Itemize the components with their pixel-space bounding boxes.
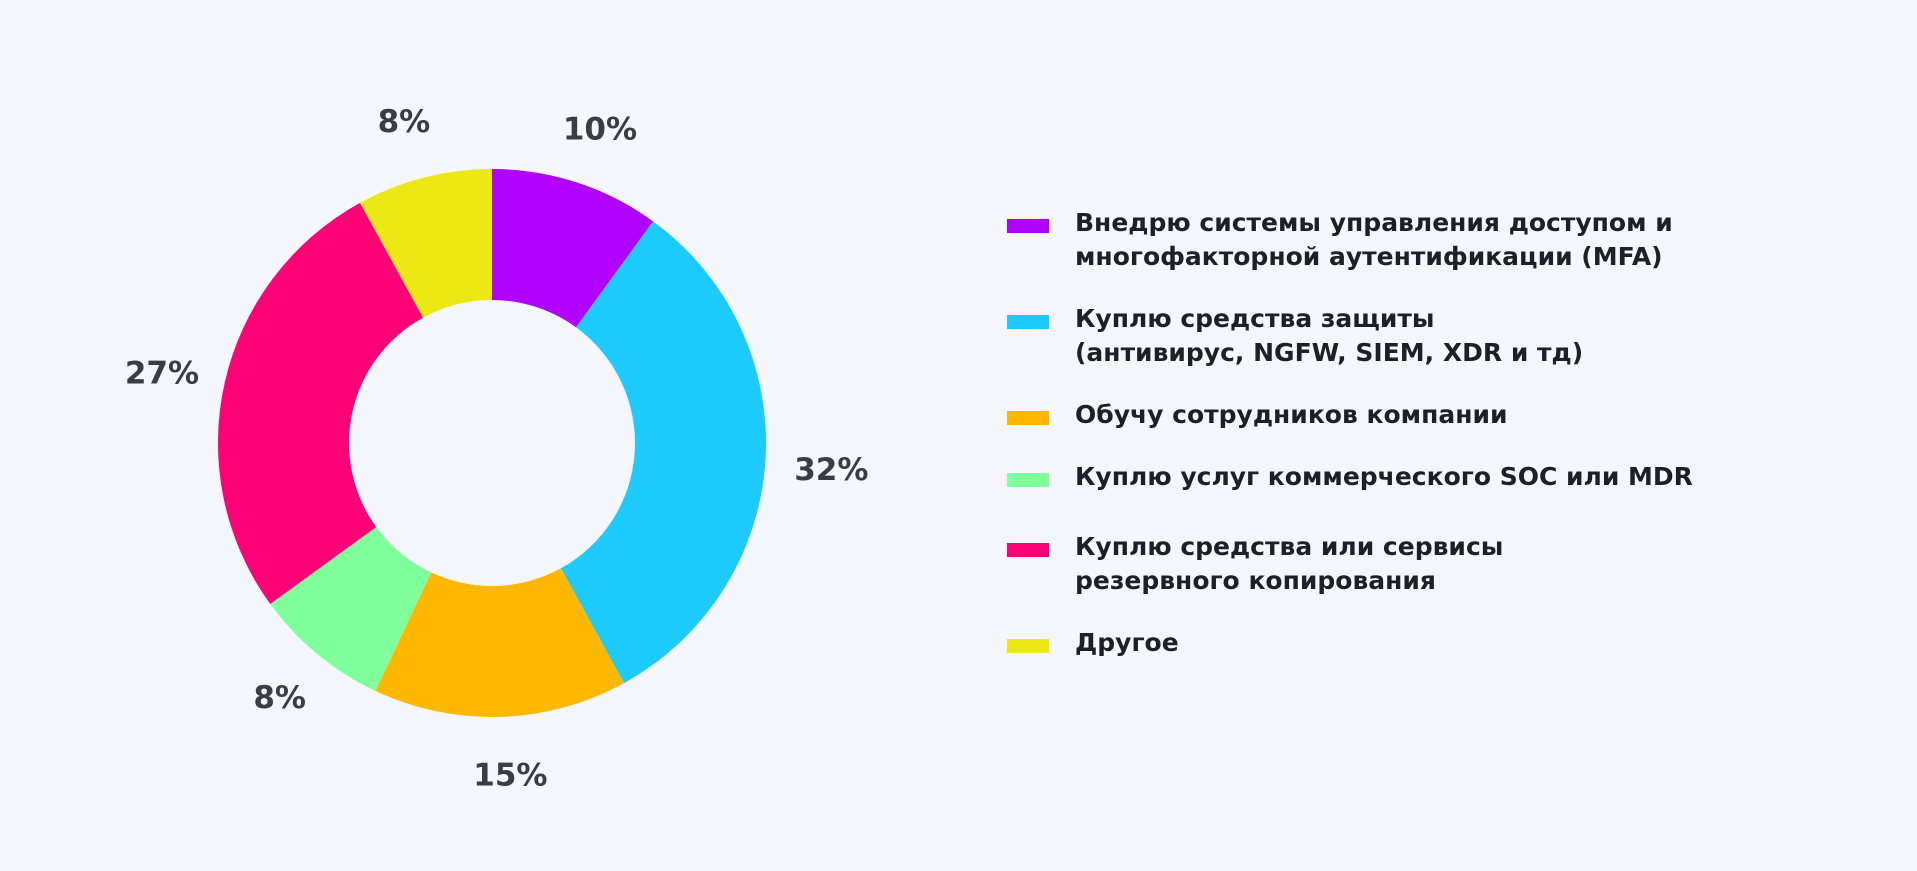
legend-swatch-6: [1007, 639, 1049, 653]
legend-swatch-1: [1007, 219, 1049, 233]
slice-percent-label-1: 10%: [563, 112, 637, 148]
legend-swatch-5: [1007, 543, 1049, 557]
legend-label-5: Куплю средства или сервисы резервного ко…: [1075, 532, 1504, 595]
donut-slice-4: [270, 527, 432, 691]
legend-item-6: Другое: [1007, 626, 1887, 660]
donut-slice-1: [492, 169, 654, 328]
donut-slice-6: [359, 169, 492, 318]
legend-label-3: Обучу сотрудников компании: [1075, 400, 1508, 429]
legend-swatch-3: [1007, 411, 1049, 425]
chart-legend: Внедрю системы управления доступом и мно…: [1007, 206, 1887, 660]
legend-swatch-4: [1007, 473, 1049, 487]
legend-label-2: Куплю средства защиты (антивирус, NGFW, …: [1075, 304, 1584, 367]
slice-percent-label-6: 8%: [378, 104, 431, 140]
slice-percent-label-4: 8%: [253, 680, 306, 716]
legend-label-6: Другое: [1075, 628, 1179, 657]
legend-item-3: Обучу сотрудников компании: [1007, 398, 1887, 432]
slice-percent-label-5: 27%: [125, 356, 199, 392]
legend-label-4: Куплю услуг коммерческого SOC или MDR: [1075, 462, 1693, 491]
legend-item-2: Куплю средства защиты (антивирус, NGFW, …: [1007, 302, 1887, 370]
legend-item-1: Внедрю системы управления доступом и мно…: [1007, 206, 1887, 274]
donut-slice-5: [218, 202, 424, 605]
donut-slice-2: [560, 221, 766, 684]
donut-slice-3: [375, 568, 625, 717]
slice-percent-label-3: 15%: [473, 757, 547, 793]
labels-group: 10% 32% 15% 8% 27% 8%: [125, 104, 869, 793]
slices-group: [218, 169, 766, 717]
legend-item-5: Куплю средства или сервисы резервного ко…: [1007, 530, 1887, 598]
legend-label-1: Внедрю системы управления доступом и мно…: [1075, 208, 1673, 271]
legend-swatch-2: [1007, 315, 1049, 329]
legend-item-4: Куплю услуг коммерческого SOC или MDR: [1007, 460, 1887, 494]
slice-percent-label-2: 32%: [794, 452, 868, 488]
